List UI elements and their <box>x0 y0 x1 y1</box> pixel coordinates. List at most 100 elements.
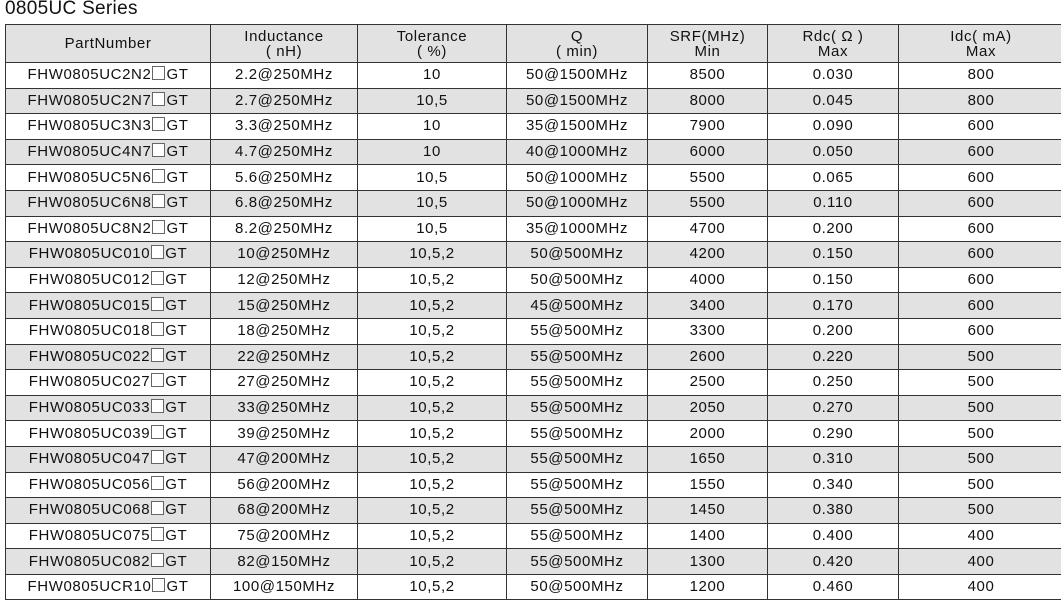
column-header-srf: SRF(MHz) Min <box>647 24 768 63</box>
pn-prefix: FHW0805UC047 <box>28 450 151 468</box>
pn-suffix: GT <box>166 117 189 135</box>
column-header-tolerance: Tolerance( %) <box>357 24 507 63</box>
cell-idc: 600 <box>898 189 1061 217</box>
table-row: FHW0805UC010 GT 10@250MHz 10,5,2 50@500MHz 42… <box>5 241 1061 268</box>
pn-suffix: GT <box>165 552 188 570</box>
column-header-rdc: Rdc( Ω ) Max <box>767 24 899 63</box>
cell-tolerance: 10,5 <box>357 215 507 243</box>
cell-partnumber: FHW0805UC015 GT <box>5 292 211 319</box>
cell-inductance: 3.3@250MHz <box>210 113 358 140</box>
cell-inductance: 75@200MHz <box>210 522 358 550</box>
cell-partnumber: FHW0805UC056 GT <box>5 471 211 499</box>
cell-srf: 5500 <box>647 164 768 191</box>
pn-suffix: GT <box>165 347 188 365</box>
cell-idc: 500 <box>898 420 1061 447</box>
cell-inductance: 39@250MHz <box>210 420 358 447</box>
cell-tolerance: 10,5,2 <box>357 266 507 294</box>
pn-prefix: FHW0805UCR10 <box>27 578 152 596</box>
placeholder-box-icon <box>151 373 165 388</box>
cell-srf: 8500 <box>647 62 768 89</box>
pn-suffix: GT <box>166 168 189 186</box>
cell-inductance: 18@250MHz <box>210 317 358 345</box>
cell-partnumber: FHW0805UCR10 GT <box>5 573 211 601</box>
pn-prefix: FHW0805UC4N7 <box>27 143 152 161</box>
cell-srf: 1200 <box>647 573 768 601</box>
table-row: FHW0805UC015 GT 15@250MHz 10,5,2 45@500MHz 34… <box>5 292 1061 319</box>
placeholder-box-icon <box>152 143 166 158</box>
pn-suffix: GT <box>166 143 189 161</box>
cell-idc: 800 <box>898 62 1061 89</box>
pn-prefix: FHW0805UC018 <box>28 322 151 340</box>
cell-rdc: 0.270 <box>767 394 899 422</box>
cell-srf: 4200 <box>647 241 768 268</box>
cell-tolerance: 10,5,2 <box>357 573 507 601</box>
cell-q: 50@1500MHz <box>506 87 648 115</box>
placeholder-box-icon <box>151 501 165 516</box>
cell-partnumber: FHW0805UC068 GT <box>5 497 211 524</box>
cell-tolerance: 10,5,2 <box>357 471 507 499</box>
cell-tolerance: 10,5 <box>357 189 507 217</box>
cell-srf: 6000 <box>647 138 768 166</box>
cell-inductance: 8.2@250MHz <box>210 215 358 243</box>
placeholder-box-icon <box>151 399 165 414</box>
cell-srf: 4700 <box>647 215 768 243</box>
cell-idc: 600 <box>898 138 1061 166</box>
cell-inductance: 2.2@250MHz <box>210 62 358 89</box>
pn-prefix: FHW0805UC033 <box>28 399 151 417</box>
cell-q: 55@500MHz <box>506 497 648 524</box>
cell-inductance: 68@200MHz <box>210 497 358 524</box>
header-row: PartNumber Inductance( nH) Tolerance( %) Q(… <box>5 24 1061 63</box>
column-header-q: Q( min) <box>506 24 648 63</box>
cell-tolerance: 10,5,2 <box>357 445 507 473</box>
cell-partnumber: FHW0805UC012 GT <box>5 266 211 294</box>
pn-suffix: GT <box>165 526 188 544</box>
pn-suffix: GT <box>165 245 188 263</box>
cell-idc: 600 <box>898 241 1061 268</box>
cell-inductance: 15@250MHz <box>210 292 358 319</box>
cell-q: 55@500MHz <box>506 369 648 396</box>
cell-partnumber: FHW0805UC047 GT <box>5 445 211 473</box>
cell-srf: 5500 <box>647 189 768 217</box>
table-row: FHW0805UC2N2 GT 2.2@250MHz 10 50@1500MHz 8500… <box>5 62 1061 89</box>
cell-srf: 1550 <box>647 471 768 499</box>
table-row: FHW0805UC3N3 GT 3.3@250MHz 10 35@1500MHz 7900… <box>5 113 1061 140</box>
cell-inductance: 22@250MHz <box>210 343 358 371</box>
cell-idc: 600 <box>898 113 1061 140</box>
cell-tolerance: 10,5,2 <box>357 292 507 319</box>
cell-tolerance: 10,5 <box>357 87 507 115</box>
cell-srf: 2000 <box>647 420 768 447</box>
header-line1: SRF(MHz) <box>669 27 746 45</box>
cell-inductance: 100@150MHz <box>210 573 358 601</box>
pn-prefix: FHW0805UC6N8 <box>27 194 152 212</box>
table-row: FHW0805UC018 GT 18@250MHz 10,5,2 55@500MHz 33… <box>5 317 1061 345</box>
cell-inductance: 2.7@250MHz <box>210 87 358 115</box>
cell-partnumber: FHW0805UC8N2 GT <box>5 215 211 243</box>
cell-inductance: 33@250MHz <box>210 394 358 422</box>
cell-partnumber: FHW0805UC3N3 GT <box>5 113 211 140</box>
cell-rdc: 0.250 <box>767 369 899 396</box>
cell-rdc: 0.045 <box>767 87 899 115</box>
cell-rdc: 0.150 <box>767 266 899 294</box>
cell-q: 55@500MHz <box>506 522 648 550</box>
pn-suffix: GT <box>165 475 188 493</box>
cell-idc: 400 <box>898 573 1061 601</box>
cell-q: 55@500MHz <box>506 317 648 345</box>
pn-prefix: FHW0805UC010 <box>28 245 151 263</box>
cell-srf: 2050 <box>647 394 768 422</box>
cell-srf: 1300 <box>647 548 768 575</box>
pn-suffix: GT <box>165 501 188 519</box>
cell-q: 50@1000MHz <box>506 164 648 191</box>
cell-partnumber: FHW0805UC027 GT <box>5 369 211 396</box>
table-row: FHW0805UC8N2 GT 8.2@250MHz 10,5 35@1000MHz 47… <box>5 215 1061 243</box>
placeholder-box-icon <box>152 66 166 81</box>
cell-idc: 500 <box>898 445 1061 473</box>
cell-rdc: 0.065 <box>767 164 899 191</box>
table-row: FHW0805UCR10 GT 100@150MHz 10,5,2 50@500MHz 1… <box>5 573 1061 601</box>
header-line1: PartNumber <box>64 35 152 52</box>
cell-q: 55@500MHz <box>506 548 648 575</box>
table-row: FHW0805UC033 GT 33@250MHz 10,5,2 55@500MHz 20… <box>5 394 1061 422</box>
placeholder-box-icon <box>151 450 165 465</box>
cell-tolerance: 10,5,2 <box>357 394 507 422</box>
column-header-idc: Idc( mA) Max <box>898 24 1061 63</box>
cell-partnumber: FHW0805UC5N6 GT <box>5 164 211 191</box>
